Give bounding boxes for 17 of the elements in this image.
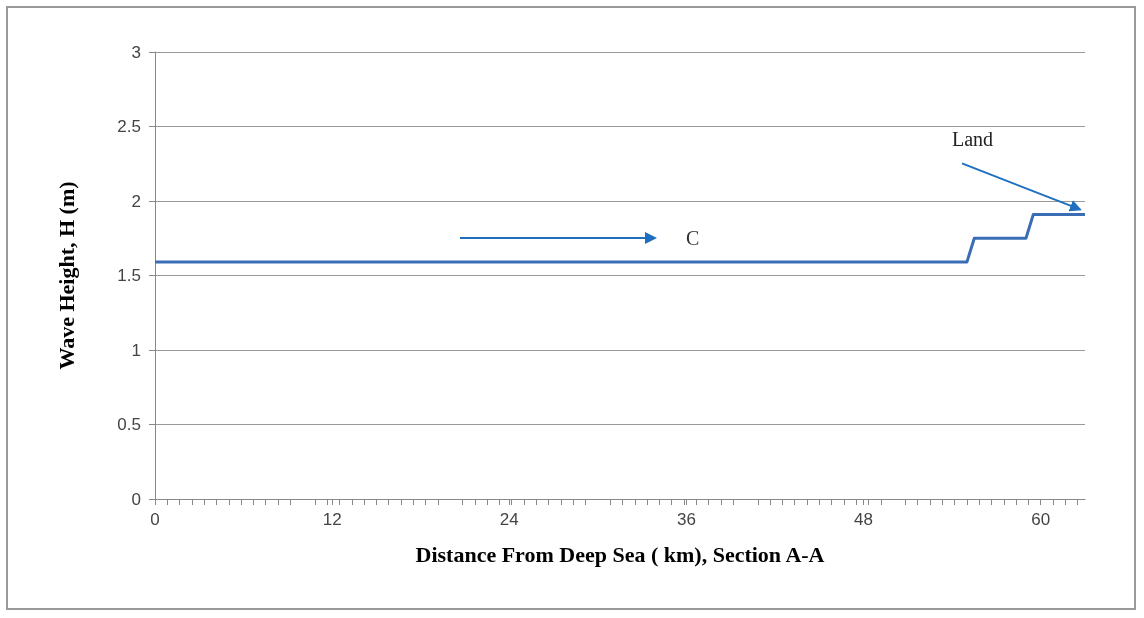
annotation: C xyxy=(686,227,700,249)
x-tick-label: 36 xyxy=(676,510,696,529)
y-tick-label: 0 xyxy=(131,489,141,509)
y-tick-label: 1.5 xyxy=(117,266,141,285)
y-tick-label: 1 xyxy=(131,340,141,360)
x-tick-label: 24 xyxy=(499,510,519,529)
x-tick-label: 60 xyxy=(1031,510,1051,529)
x-tick-label: 12 xyxy=(322,510,342,529)
y-tick-label: 0.5 xyxy=(117,415,141,434)
x-tick-label: 48 xyxy=(854,510,874,529)
annotation: Land xyxy=(952,128,994,151)
y-tick-label: 2 xyxy=(131,191,141,211)
y-axis-title: Wave Height, H (m) xyxy=(53,181,79,370)
x-axis-title: Distance From Deep Sea ( km), Section A-A xyxy=(415,541,825,567)
x-tick-label: 0 xyxy=(150,510,160,529)
y-tick-label: 3 xyxy=(131,42,141,62)
y-tick-label: 2.5 xyxy=(117,117,141,136)
